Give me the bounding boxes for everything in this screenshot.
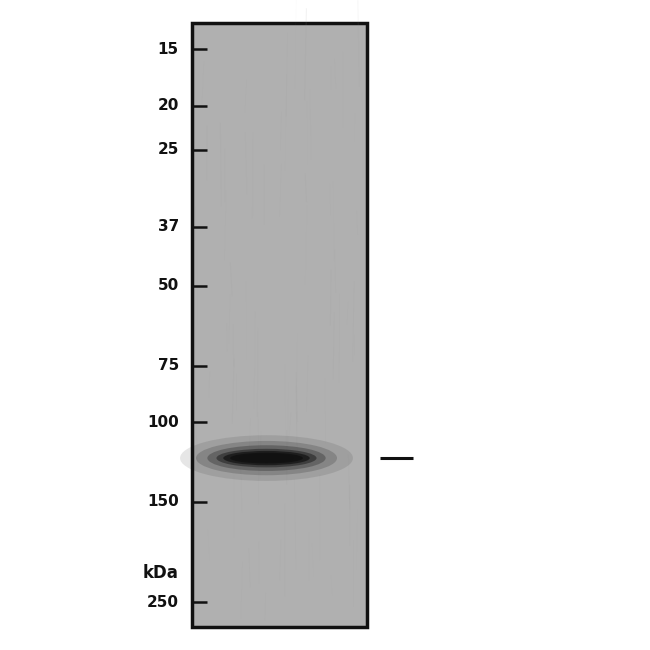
Text: 150: 150: [147, 495, 179, 510]
Text: 75: 75: [157, 358, 179, 373]
Text: 100: 100: [147, 415, 179, 430]
Ellipse shape: [239, 454, 294, 462]
Text: 20: 20: [157, 98, 179, 113]
Text: 25: 25: [157, 142, 179, 157]
Text: 37: 37: [157, 219, 179, 234]
Text: 50: 50: [157, 278, 179, 294]
Ellipse shape: [224, 451, 310, 465]
Ellipse shape: [207, 445, 326, 471]
Text: 250: 250: [147, 595, 179, 610]
Bar: [192, 23, 367, 627]
Text: 15: 15: [158, 42, 179, 57]
Ellipse shape: [196, 441, 337, 475]
Ellipse shape: [216, 448, 317, 467]
Ellipse shape: [180, 436, 353, 481]
Ellipse shape: [230, 453, 303, 463]
Text: kDa: kDa: [143, 564, 179, 582]
